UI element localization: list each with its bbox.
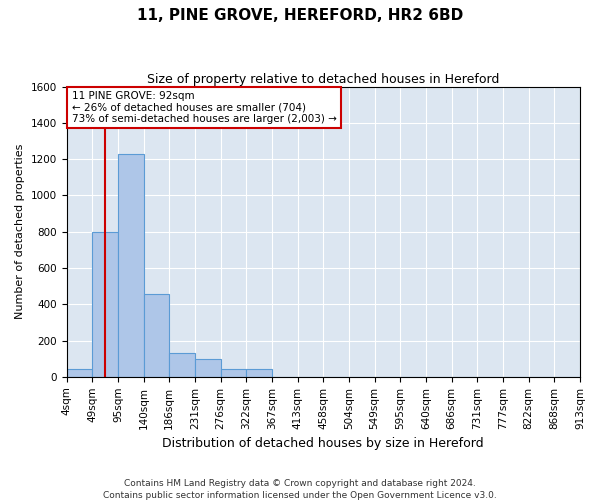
Bar — [118, 154, 143, 377]
Bar — [221, 368, 246, 377]
Bar — [246, 368, 272, 377]
Title: Size of property relative to detached houses in Hereford: Size of property relative to detached ho… — [147, 72, 499, 86]
Text: 11 PINE GROVE: 92sqm
← 26% of detached houses are smaller (704)
73% of semi-deta: 11 PINE GROVE: 92sqm ← 26% of detached h… — [71, 91, 337, 124]
Bar — [195, 358, 221, 377]
Bar — [67, 368, 92, 377]
Y-axis label: Number of detached properties: Number of detached properties — [15, 144, 25, 320]
Text: Contains HM Land Registry data © Crown copyright and database right 2024.
Contai: Contains HM Land Registry data © Crown c… — [103, 478, 497, 500]
Bar — [169, 353, 195, 377]
Text: 11, PINE GROVE, HEREFORD, HR2 6BD: 11, PINE GROVE, HEREFORD, HR2 6BD — [137, 8, 463, 22]
X-axis label: Distribution of detached houses by size in Hereford: Distribution of detached houses by size … — [163, 437, 484, 450]
Bar — [143, 294, 169, 377]
Bar — [92, 232, 118, 377]
